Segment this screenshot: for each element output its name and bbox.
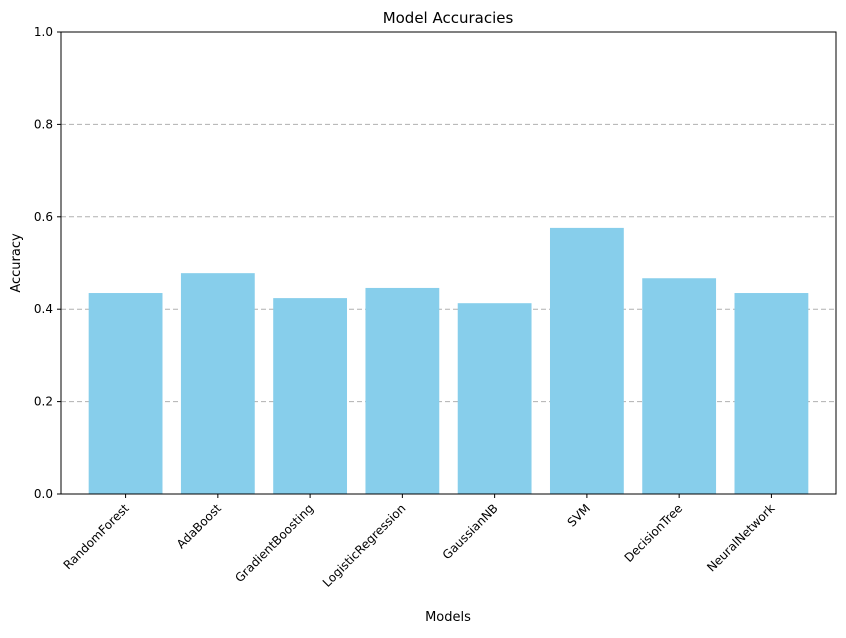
bar-gradientboosting: [273, 298, 348, 494]
x-tick-label: DecisionTree: [622, 501, 686, 565]
y-axis-label: Accuracy: [9, 233, 24, 293]
bar-randomforest: [88, 293, 163, 494]
x-axis-label: Models: [425, 610, 471, 625]
x-tick-label: RandomForest: [61, 501, 132, 572]
x-tick-label: LogisticRegression: [320, 501, 409, 590]
y-tick-label: 0.0: [34, 487, 53, 501]
x-tick-label: GradientBoosting: [232, 501, 316, 585]
y-tick-label: 0.6: [34, 210, 53, 224]
bars: [88, 227, 809, 494]
y-tick-label: 1.0: [34, 25, 53, 39]
plot-frame: [60, 31, 837, 495]
chart-title: Model Accuracies: [383, 9, 514, 27]
y-axis-ticks: 0.0 0.2 0.4 0.6 0.8 1.0: [34, 25, 61, 501]
bar-neuralnetwork: [734, 293, 809, 494]
bar-gaussiannb: [457, 303, 532, 494]
x-axis-ticks: RandomForest AdaBoost GradientBoosting Logi…: [61, 494, 778, 590]
x-tick-label: NeuralNetwork: [704, 501, 777, 574]
x-tick-label: GaussianNB: [440, 501, 501, 562]
x-tick-label: AdaBoost: [174, 501, 224, 551]
bar-logisticregression: [365, 287, 440, 494]
y-tick-label: 0.8: [34, 117, 53, 131]
bar-decisiontree: [642, 278, 717, 494]
y-tick-label: 0.4: [34, 302, 53, 316]
bar-adaboost: [180, 273, 255, 494]
bar-svm: [549, 227, 624, 494]
x-tick-label: SVM: [565, 501, 593, 529]
y-tick-label: 0.2: [34, 395, 53, 409]
gridlines: [61, 123, 836, 403]
